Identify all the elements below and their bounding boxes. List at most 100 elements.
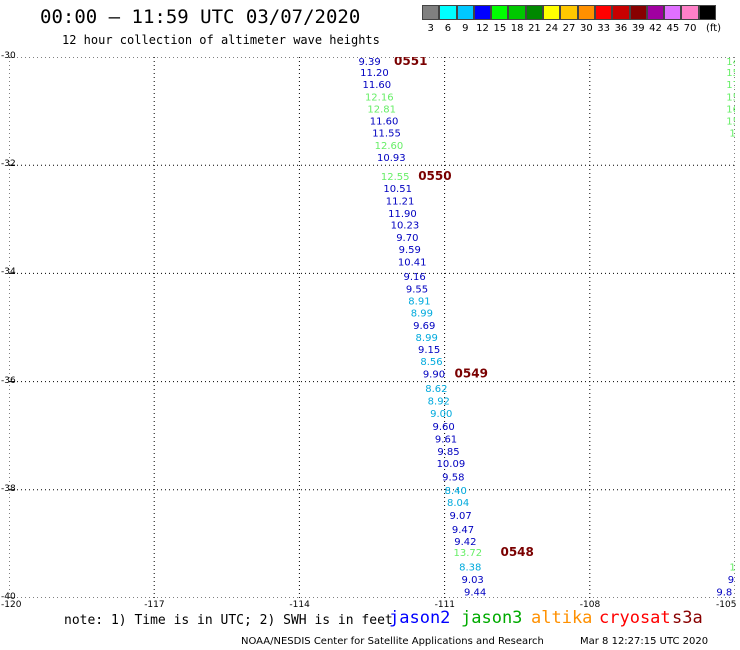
wave-height-value: 16 — [726, 104, 735, 115]
wave-height-value: 14 — [726, 57, 735, 68]
wave-height-value: 11.90 — [388, 209, 417, 220]
lon-label: -111 — [434, 600, 456, 610]
legend-label: 15 — [493, 23, 507, 34]
wave-height-value: 8.40 — [445, 486, 467, 497]
lat-label: -34 — [1, 267, 16, 278]
wave-height-value: 8.92 — [428, 397, 450, 408]
wave-height-value: 12.16 — [365, 92, 394, 103]
time-marker: 0548 — [500, 545, 533, 559]
wave-height-value: 11.55 — [372, 129, 401, 140]
wave-height-value: 9.61 — [435, 434, 457, 445]
wave-height-value: 8.04 — [447, 498, 469, 509]
legend-label: 12 — [476, 23, 489, 34]
legend-label: 6 — [444, 23, 452, 34]
wave-height-value: 15 — [726, 116, 735, 127]
wave-height-value: 11.21 — [386, 196, 415, 207]
legend-label: 24 — [545, 23, 559, 34]
legend-label: 21 — [528, 23, 541, 34]
wave-height-value: 9.39 — [358, 57, 380, 68]
lon-label: -114 — [289, 600, 310, 610]
wave-height-value: 11.20 — [360, 68, 389, 79]
satellite-name: altika — [531, 608, 593, 628]
legend-label: 42 — [649, 23, 662, 34]
legend-swatch — [422, 5, 440, 20]
satellite-name: s3a — [672, 608, 703, 628]
wave-height-value: 17 — [726, 80, 735, 91]
wave-height-value: 9. — [728, 575, 735, 586]
footer-credit: NOAA/NESDIS Center for Satellite Applica… — [241, 636, 544, 647]
legend-label: 45 — [666, 23, 680, 34]
legend-label: 70 — [683, 23, 697, 34]
wave-height-value: 15 — [726, 68, 735, 79]
wave-height-value: 8.62 — [425, 384, 447, 395]
wave-height-value: 9.42 — [454, 537, 476, 548]
wave-height-value: 8.38 — [459, 563, 481, 574]
lat-label: -32 — [1, 159, 16, 170]
wave-height-value: 9.58 — [442, 472, 464, 483]
legend-swatch — [594, 5, 613, 20]
legend-swatch — [525, 5, 544, 20]
legend-label: 33 — [597, 23, 611, 34]
wave-height-value: 10.41 — [398, 257, 427, 268]
wave-height-value: 12.60 — [375, 141, 404, 152]
legend-swatch — [577, 5, 595, 20]
legend-swatch — [456, 5, 474, 20]
wave-height-value: 1 — [729, 563, 735, 574]
legend-swatch — [508, 5, 526, 20]
wave-height-value: 10.93 — [377, 153, 406, 164]
legend-label: 39 — [631, 23, 645, 34]
time-marker: 0550 — [418, 169, 451, 183]
wave-height-value: 15 — [726, 92, 735, 103]
satellite-name: cryosat — [599, 608, 671, 628]
satellite-name: jason2 — [389, 608, 451, 628]
legend-label: 36 — [614, 23, 628, 34]
legend-swatch — [439, 5, 457, 20]
wave-height-value: 10.23 — [391, 221, 420, 232]
wave-height-value: 9.70 — [396, 233, 418, 244]
wave-height-value: 9.15 — [418, 345, 440, 356]
footer-note: note: 1) Time is in UTC; 2) SWH is in fe… — [64, 613, 393, 628]
wave-height-value: 10.51 — [383, 184, 412, 195]
footer-timestamp: Mar 8 12:27:15 UTC 2020 — [580, 636, 709, 647]
legend-swatch — [698, 5, 717, 20]
lat-label: -30 — [1, 51, 16, 61]
wave-height-value: 9.16 — [403, 272, 425, 283]
legend-swatch — [473, 5, 492, 20]
wave-height-value: 10.09 — [437, 459, 466, 470]
legend-swatch — [612, 5, 630, 20]
lat-label: -36 — [1, 375, 16, 386]
legend-swatch — [560, 5, 578, 20]
wave-height-value: 13.72 — [454, 548, 483, 559]
map-plot: 9.3911.2011.6012.1612.8111.6011.5512.601… — [8, 54, 739, 610]
wave-height-value: 9.59 — [399, 245, 421, 256]
wave-height-value: 9.00 — [430, 409, 452, 420]
wave-height-value: 8.99 — [416, 333, 438, 344]
wave-height-value: 1 — [729, 129, 735, 140]
lon-label: -120 — [1, 600, 22, 610]
wave-height-value: 12.81 — [367, 104, 396, 115]
page-subtitle: 12 hour collection of altimeter wave hei… — [62, 33, 380, 47]
page-title: 00:00 – 11:59 UTC 03/07/2020 — [40, 6, 361, 28]
lon-label: -105 — [716, 600, 737, 610]
wave-height-value: 9.90 — [423, 369, 445, 380]
wave-height-value: 8.91 — [408, 296, 430, 307]
wave-height-value: 9.85 — [437, 447, 459, 458]
wave-height-value: 9.47 — [452, 525, 474, 536]
legend-swatch — [629, 5, 647, 20]
color-legend — [422, 5, 717, 21]
legend-swatch — [681, 5, 699, 20]
wave-height-value: 9.44 — [464, 588, 486, 598]
legend-label: 3 — [427, 23, 434, 34]
wave-height-value: 11.60 — [370, 116, 399, 127]
wave-height-value: 9.69 — [413, 321, 435, 332]
wave-height-value: 9.07 — [449, 511, 471, 522]
wave-height-value: 9.8 — [716, 588, 732, 598]
lat-label: -40 — [1, 592, 16, 602]
wave-height-value: 9.03 — [462, 575, 484, 586]
wave-height-value: 8.56 — [420, 357, 442, 368]
wave-height-value: 12.55 — [381, 172, 410, 183]
legend-label: 18 — [510, 23, 524, 34]
satellite-name: jason3 — [461, 608, 523, 628]
legend-swatch — [543, 5, 561, 20]
legend-label: 9 — [462, 23, 469, 34]
